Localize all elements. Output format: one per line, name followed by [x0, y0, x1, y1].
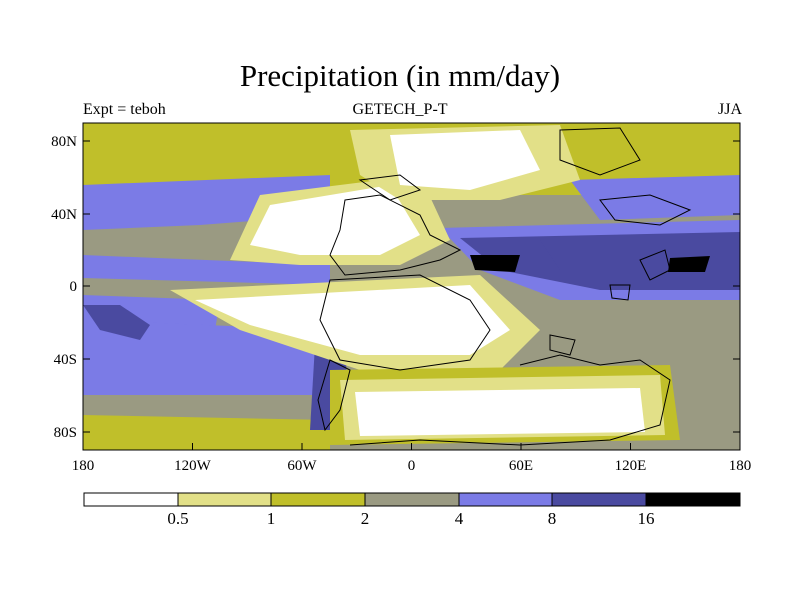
coast-south-pangea [319, 274, 491, 371]
y-label-80s: 80S [54, 425, 77, 441]
coast-small-island [609, 284, 631, 301]
colorbar-label-8: 8 [548, 509, 557, 528]
colorbar-box-gray [364, 492, 460, 507]
coast-siberia [559, 127, 641, 176]
coast-asia-block [599, 194, 692, 226]
chart-title: Precipitation (in mm/day) [239, 58, 561, 93]
y-label-80n: 80N [51, 134, 77, 150]
dry-south-white [195, 285, 510, 355]
y-label-0: 0 [70, 279, 78, 295]
y-ticks [83, 140, 740, 433]
band-max-east [668, 256, 710, 272]
y-label-40s: 40S [54, 352, 77, 368]
colorbar-label-2: 2 [361, 509, 370, 528]
band-south-pacific-darkblue [83, 305, 150, 340]
x-label-180e: 180 [729, 458, 752, 474]
colorbar-box-lightyellow [177, 492, 272, 507]
y-label-40n: 40N [51, 207, 77, 223]
x-label-120w: 120W [174, 458, 212, 474]
x-label-0: 0 [408, 458, 416, 474]
colorbar [83, 492, 741, 507]
coast-south-america [317, 359, 351, 432]
season-label: JJA [717, 101, 742, 118]
colorbar-label-0-5: 0.5 [167, 509, 188, 528]
x-ticks [82, 443, 741, 450]
band-north-olive [83, 135, 383, 175]
coast-north-block [358, 174, 422, 201]
coastlines [317, 127, 692, 446]
x-label-120e: 120E [615, 458, 647, 474]
dry-arctic-white [390, 130, 540, 190]
band-north-asia-blue [570, 175, 740, 220]
band-max-west [470, 255, 520, 272]
colorbar-label-1: 1 [267, 509, 276, 528]
dry-north-white [250, 185, 420, 255]
x-label-60e: 60E [509, 458, 533, 474]
band-antarctic-olive [83, 415, 330, 450]
colorbar-box-olive [270, 492, 366, 507]
coast-island-block [639, 249, 671, 281]
coast-antarctica [349, 354, 671, 446]
x-label-180w: 180 [72, 458, 95, 474]
x-label-60w: 60W [287, 458, 317, 474]
dry-antarctic-white [355, 388, 645, 436]
colorbar-box-blue [458, 492, 553, 507]
coast-south-island [549, 334, 576, 356]
colorbar-box-black [645, 492, 741, 507]
colorbar-box-darkblue [551, 492, 647, 507]
band-southern-blue [83, 320, 330, 400]
coast-north-pangea [329, 194, 462, 276]
colorbar-label-16: 16 [638, 509, 655, 528]
colorbar-box-white [83, 492, 179, 507]
dataset-label: GETECH_P-T [352, 101, 448, 118]
colorbar-label-4: 4 [455, 509, 464, 528]
precipitation-field [83, 123, 740, 450]
experiment-label: Expt = teboh [83, 101, 166, 118]
